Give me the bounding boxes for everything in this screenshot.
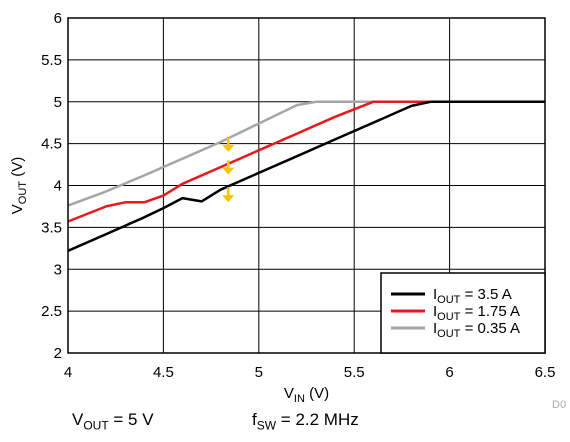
x-tick-label: 5.5 (344, 364, 365, 381)
y-tick-label: 5 (54, 94, 62, 111)
y-tick-label: 3.5 (41, 219, 62, 236)
y-tick-label: 2.5 (41, 303, 62, 320)
legend-label: IOUT = 3.5 A (433, 286, 512, 306)
x-tick-labels: 4 4.5 5 5.5 6 6.5 (64, 364, 556, 381)
x-tick-label: 6.5 (535, 364, 556, 381)
x-axis-title: VIN (V) (284, 385, 329, 405)
y-tick-label: 4.5 (41, 136, 62, 153)
series-layer (67, 100, 545, 252)
down-arrow-icon (222, 187, 235, 203)
y-tick-label: 6 (54, 10, 62, 27)
series-line (67, 100, 545, 252)
series-line (67, 100, 545, 207)
legend-label: IOUT = 1.75 A (433, 303, 520, 323)
down-arrow-icon (222, 160, 235, 175)
y-tick-label: 4 (54, 178, 62, 195)
fsw-condition: fSW = 2.2 MHz (252, 410, 359, 433)
x-tick-label: 6 (445, 364, 453, 381)
y-tick-label: 3 (54, 261, 62, 278)
y-axis-title: VOUT (V) (9, 157, 29, 214)
series-line (67, 100, 545, 223)
x-tick-label: 5 (255, 364, 263, 381)
y-tick-label: 5.5 (41, 52, 62, 69)
y-tick-labels: 2 2.5 3 3.5 4 4.5 5 5.5 6 (41, 10, 62, 362)
y-tick-label: 2 (54, 345, 62, 362)
legend-label: IOUT = 0.35 A (433, 320, 520, 340)
x-tick-label: 4.5 (153, 364, 174, 381)
plot-frame (67, 17, 546, 354)
annotation-arrows (222, 136, 235, 203)
watermark: D0 (552, 399, 566, 411)
vout-condition: VOUT = 5 V (72, 410, 154, 433)
down-arrow-icon (222, 136, 235, 152)
x-tick-label: 4 (64, 364, 72, 381)
legend-box (380, 272, 546, 354)
